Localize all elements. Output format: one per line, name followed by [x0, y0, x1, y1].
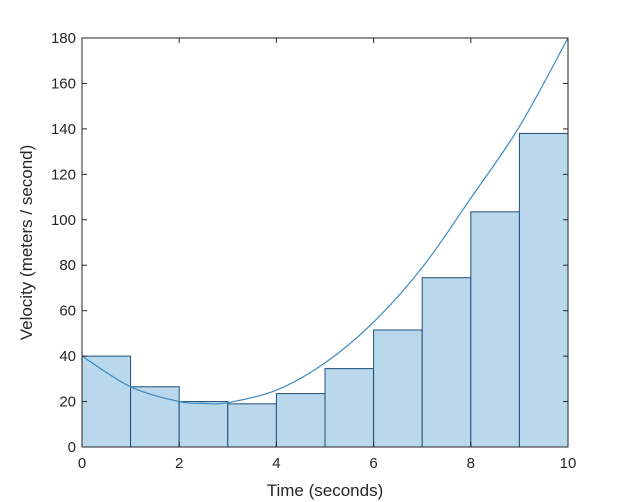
x-tick-label: 4 — [272, 455, 280, 472]
x-tick-label: 8 — [467, 455, 475, 472]
bar — [130, 386, 180, 448]
bar — [373, 329, 423, 448]
x-axis-ticks: 0 2 4 6 8 10 — [78, 38, 577, 472]
bar — [81, 355, 132, 448]
x-axis-label: Time (seconds) — [267, 481, 384, 500]
bar — [470, 211, 520, 448]
y-tick-label: 40 — [59, 348, 76, 365]
y-tick-label: 80 — [59, 257, 76, 274]
bar — [275, 393, 326, 448]
bar — [178, 401, 229, 448]
bars — [81, 132, 569, 448]
y-tick-label: 160 — [51, 75, 76, 92]
y-tick-label: 140 — [51, 121, 76, 138]
y-axis-label: Velocity (meters / second) — [17, 145, 36, 341]
x-tick-label: 10 — [560, 455, 577, 472]
y-tick-label: 0 — [68, 439, 76, 456]
y-tick-label: 120 — [51, 166, 76, 183]
x-tick-label: 6 — [369, 455, 377, 472]
bar — [227, 403, 277, 448]
bar — [518, 132, 569, 448]
y-tick-label: 180 — [51, 30, 76, 47]
y-tick-label: 100 — [51, 212, 76, 229]
x-tick-label: 2 — [175, 455, 183, 472]
bar — [421, 277, 472, 448]
plot-area-border — [81, 37, 569, 448]
y-tick-label: 20 — [59, 394, 76, 411]
bar — [324, 368, 375, 448]
velocity-curve — [81, 37, 569, 405]
x-tick-label: 0 — [78, 455, 86, 472]
y-tick-label: 60 — [59, 303, 76, 320]
y-axis-ticks: 0 20 40 60 80 100 120 140 160 180 — [51, 30, 568, 456]
